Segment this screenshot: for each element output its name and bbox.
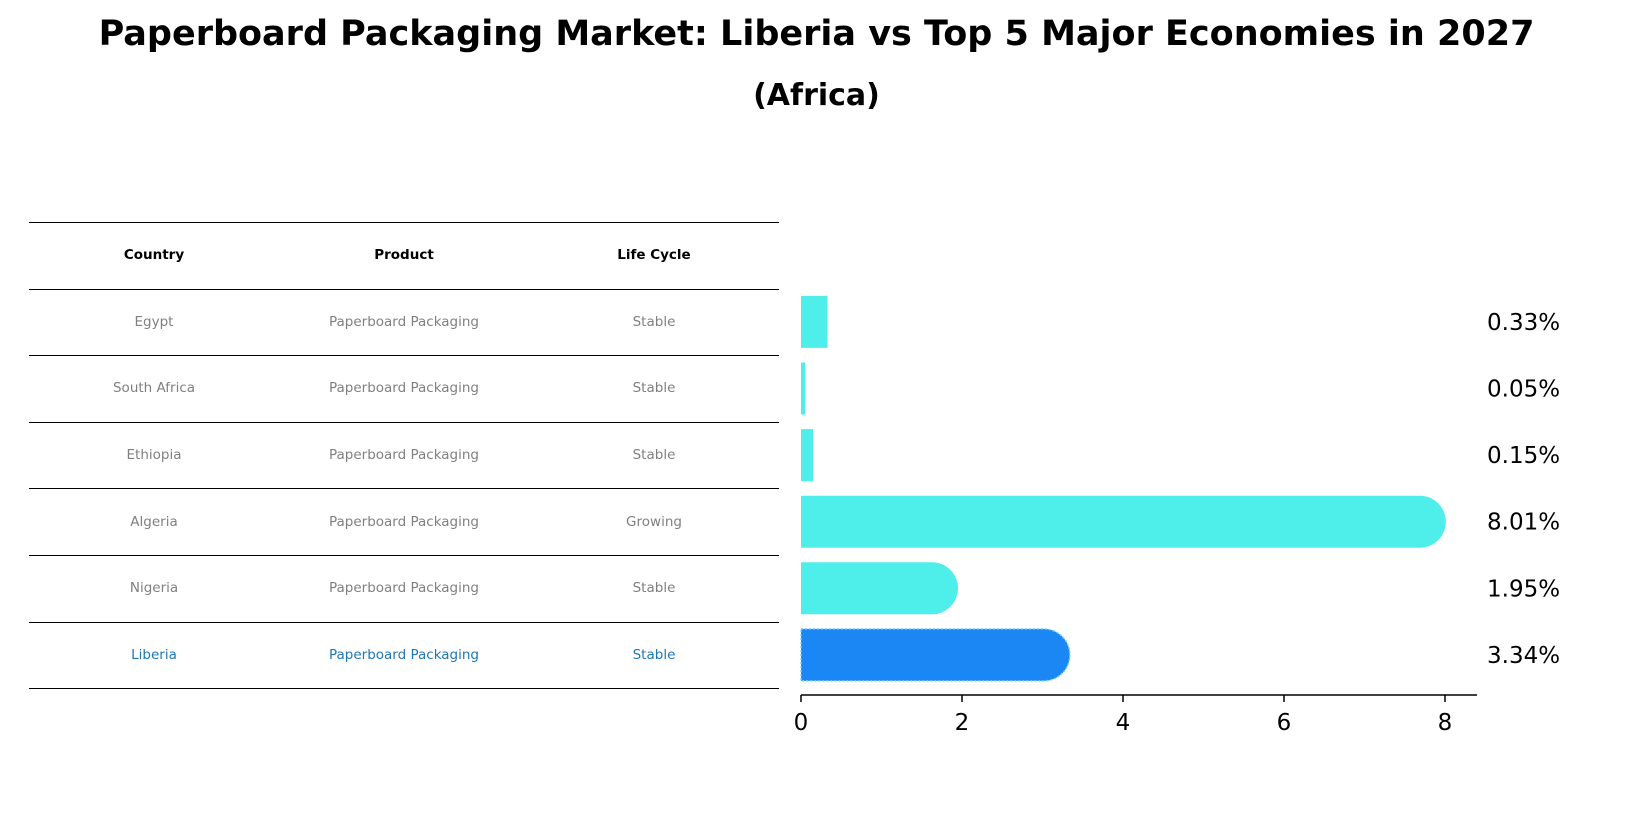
table-rule xyxy=(29,222,779,223)
cell-product: Paperboard Packaging xyxy=(328,313,480,330)
cell-product: Paperboard Packaging xyxy=(328,646,480,663)
cell-country: Ethiopia xyxy=(126,447,182,464)
bar xyxy=(801,429,814,482)
table-row: Ethiopia Paperboard Packaging Stable xyxy=(29,422,779,489)
cell-life-cycle: Stable xyxy=(632,580,676,597)
table-rule xyxy=(29,288,779,290)
table-row-highlight: Liberia Paperboard Packaging Stable xyxy=(29,622,779,689)
value-label: 0.33% xyxy=(1487,310,1560,336)
cell-life-cycle: Stable xyxy=(632,313,676,330)
table-rule xyxy=(29,355,779,357)
bar-highlight-outline xyxy=(800,628,1071,682)
cell-country: Algeria xyxy=(130,513,178,530)
x-tick-label: 2 xyxy=(955,710,970,736)
table-rule xyxy=(29,488,779,490)
x-tick-label: 0 xyxy=(794,710,809,736)
bar xyxy=(801,562,958,615)
table-row: Egypt Paperboard Packaging Stable xyxy=(29,289,779,356)
value-label: 8.01% xyxy=(1487,510,1560,536)
bar xyxy=(801,362,806,415)
bar xyxy=(801,495,1446,548)
bar xyxy=(801,295,828,348)
info-table: Country Product Life Cycle Egypt Paperbo… xyxy=(29,222,779,690)
header-product: Product xyxy=(374,247,434,264)
cell-product: Paperboard Packaging xyxy=(328,380,480,397)
table-row: Algeria Paperboard Packaging Growing xyxy=(29,488,779,555)
table-header-row: Country Product Life Cycle xyxy=(29,222,779,289)
table-rule xyxy=(29,421,779,423)
table-rule xyxy=(29,555,779,556)
cell-product: Paperboard Packaging xyxy=(328,447,480,464)
cell-product: Paperboard Packaging xyxy=(328,513,480,530)
cell-life-cycle: Growing xyxy=(626,513,682,530)
chart-title: Paperboard Packaging Market: Liberia vs … xyxy=(98,14,1535,54)
header-life-cycle: Life Cycle xyxy=(617,247,691,264)
cell-product: Paperboard Packaging xyxy=(328,580,480,597)
cell-country: Liberia xyxy=(131,646,177,663)
x-tick-label: 8 xyxy=(1438,710,1453,736)
chart-subtitle: (Africa) xyxy=(753,78,880,113)
table-rule xyxy=(29,621,779,623)
cell-country: Egypt xyxy=(134,313,174,330)
cell-life-cycle: Stable xyxy=(632,380,676,397)
cell-country: Nigeria xyxy=(129,580,179,597)
value-label: 3.34% xyxy=(1487,643,1560,669)
value-label: 0.15% xyxy=(1487,443,1560,469)
x-tick-label: 6 xyxy=(1277,710,1292,736)
header-country: Country xyxy=(123,247,185,264)
bar-highlight xyxy=(801,628,1070,681)
table-row: Nigeria Paperboard Packaging Stable xyxy=(29,555,779,622)
cell-country: South Africa xyxy=(112,380,196,397)
cell-life-cycle: Stable xyxy=(632,447,676,464)
cell-life-cycle: Stable xyxy=(632,646,676,663)
table-row: South Africa Paperboard Packaging Stable xyxy=(29,355,779,422)
value-label: 0.05% xyxy=(1487,377,1560,403)
table-rule xyxy=(29,688,779,690)
value-label: 1.95% xyxy=(1487,576,1560,602)
x-tick-label: 4 xyxy=(1116,710,1131,736)
